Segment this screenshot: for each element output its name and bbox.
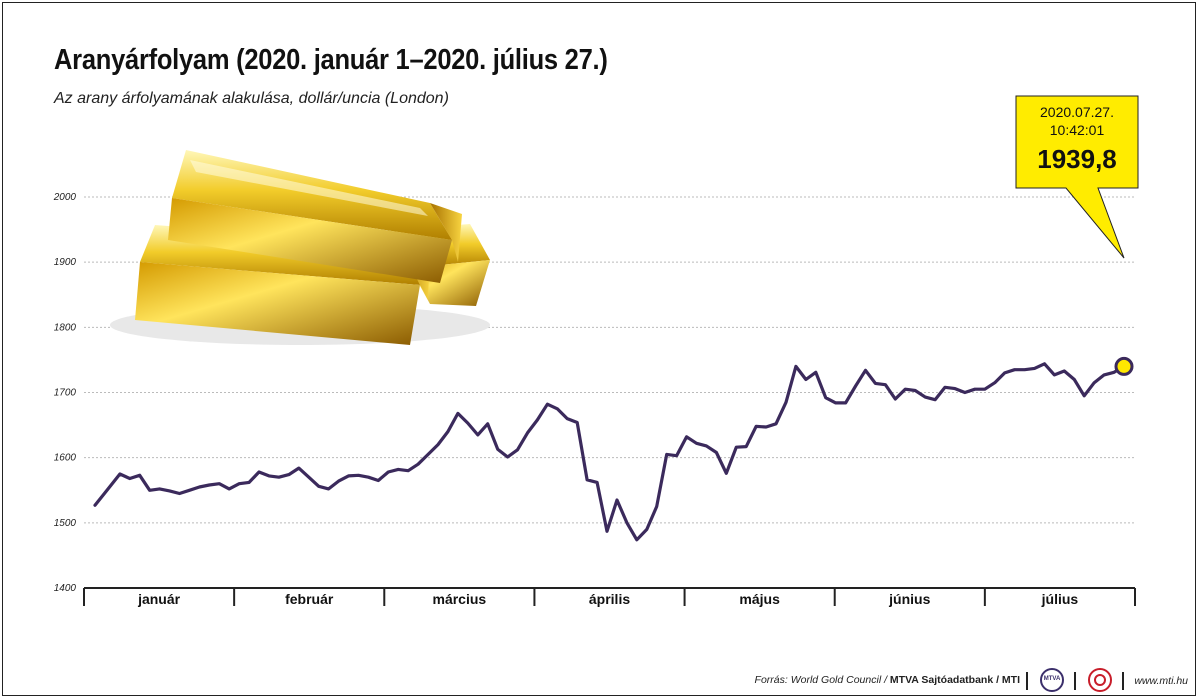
y-tick-label: 1700	[54, 388, 77, 399]
latest-price-marker	[1114, 356, 1134, 376]
footer-separator	[1026, 672, 1028, 690]
mtva-logo-icon	[1040, 668, 1064, 692]
source-prefix: Forrás: World Gold Council /	[754, 674, 890, 686]
y-tick-label: 1800	[54, 322, 77, 333]
source-note: Forrás: World Gold Council / MTVA Sajtóa…	[755, 674, 1020, 686]
y-tick-label: 1900	[54, 257, 77, 268]
y-tick-label: 1600	[54, 453, 77, 464]
latest-value-callout: 2020.07.27. 10:42:01 1939,8	[1015, 95, 1139, 259]
month-label: június	[888, 591, 930, 607]
source-agencies: MTVA Sajtóadatbank / MTI	[889, 674, 1020, 686]
y-tick-label: 1400	[54, 583, 77, 594]
month-label: január	[137, 591, 181, 607]
month-label: május	[739, 591, 780, 607]
y-tick-label: 1500	[54, 518, 77, 529]
mti-logo-icon	[1088, 668, 1112, 692]
month-label: július	[1041, 591, 1079, 607]
footer-separator	[1122, 672, 1124, 690]
footer-separator	[1074, 672, 1076, 690]
page-title: Aranyárfolyam (2020. január 1–2020. júli…	[54, 44, 608, 76]
callout-date: 2020.07.27.	[1040, 104, 1114, 120]
callout-value: 1939,8	[1037, 144, 1117, 174]
footer: Forrás: World Gold Council / MTVA Sajtóa…	[0, 668, 1200, 696]
month-label: március	[433, 591, 487, 607]
callout-time: 10:42:01	[1050, 122, 1105, 138]
page-subtitle: Az arany árfolyamának alakulása, dollár/…	[54, 90, 449, 107]
website-link[interactable]: www.mti.hu	[1134, 675, 1188, 687]
gold-bars-illustration	[110, 150, 490, 345]
y-tick-label: 2000	[53, 192, 77, 203]
month-label: április	[589, 591, 630, 607]
month-label: február	[285, 591, 334, 607]
month-axis: január február március április május június jú…	[83, 587, 1136, 607]
price-line	[93, 362, 1126, 542]
